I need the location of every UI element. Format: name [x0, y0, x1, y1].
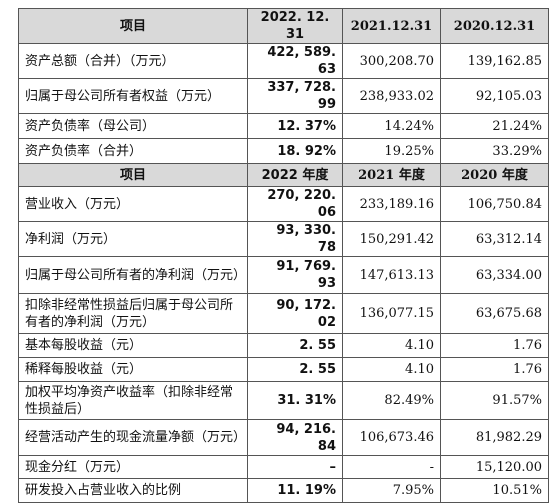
data-row: 基本每股收益（元） 2. 55 4.10 1.76 [18, 333, 549, 358]
data-row: 加权平均净资产收益率（扣除非经常性损益后） 31. 31% 82.49% 91.57% [18, 381, 549, 420]
row-label: 归属于母公司所有者的净利润（万元） [18, 256, 248, 294]
header-row: 项目 2022 年度 2021 年度 2020 年度 [18, 163, 549, 187]
cell-value: 21.24% [440, 113, 549, 139]
cell-value: 150,291.42 [342, 221, 441, 257]
data-row: 经营活动产生的现金流量净额（万元） 94, 216. 84 106,673.46 81… [18, 419, 549, 456]
column-header: 2021.12.31 [342, 8, 441, 44]
cell-value: 11. 19% [247, 478, 343, 503]
cell-value: 15,120.00 [440, 455, 549, 479]
cell-value: 422, 589. 63 [247, 43, 343, 79]
cell-value: 92,105.03 [440, 78, 549, 114]
cell-value: 4.10 [342, 357, 441, 382]
cell-value: 33.29% [440, 138, 549, 164]
cell-value: 2. 55 [247, 357, 343, 382]
row-label: 扣除非经常性损益后归属于母公司所有者的净利润（万元） [18, 293, 248, 334]
data-row: 归属于母公司所有者的净利润（万元） 91, 769. 93 147,613.13 63… [18, 256, 549, 294]
row-label: 归属于母公司所有者权益（万元） [18, 78, 248, 114]
data-row: 净利润（万元） 93, 330. 78 150,291.42 63,312.14 [18, 221, 549, 257]
data-row: 资产负债率（合并） 18. 92% 19.25% 33.29% [18, 138, 549, 164]
row-label: 净利润（万元） [18, 221, 248, 257]
cell-value: 337, 728. 99 [247, 78, 343, 114]
cell-value: 12. 37% [247, 113, 343, 139]
cell-value: 63,312.14 [440, 221, 549, 257]
cell-value: – [247, 455, 343, 479]
column-header: 2022. 12. 31 [247, 8, 343, 44]
column-header: 2022 年度 [247, 163, 343, 187]
data-row: 资产负债率（母公司） 12. 37% 14.24% 21.24% [18, 113, 549, 139]
cell-value: 82.49% [342, 381, 441, 420]
cell-value: 91, 769. 93 [247, 256, 343, 294]
financial-table: 项目 2022. 12. 31 2021.12.31 2020.12.31 资产总额（合… [18, 8, 549, 503]
row-label: 资产负债率（母公司） [18, 113, 248, 139]
row-label: 资产负债率（合并） [18, 138, 248, 164]
cell-value: 81,982.29 [440, 419, 549, 456]
cell-value: 19.25% [342, 138, 441, 164]
cell-value: 238,933.02 [342, 78, 441, 114]
cell-value: 90, 172. 02 [247, 293, 343, 334]
cell-value: 147,613.13 [342, 256, 441, 294]
header-row: 项目 2022. 12. 31 2021.12.31 2020.12.31 [18, 8, 549, 44]
cell-value: 10.51% [440, 478, 549, 503]
row-label: 基本每股收益（元） [18, 333, 248, 358]
cell-value: 31. 31% [247, 381, 343, 420]
cell-value: 233,189.16 [342, 186, 441, 222]
row-label: 现金分红（万元） [18, 455, 248, 479]
cell-value: 18. 92% [247, 138, 343, 164]
row-label: 研发投入占营业收入的比例 [18, 478, 248, 503]
cell-value: 63,675.68 [440, 293, 549, 334]
data-row: 归属于母公司所有者权益（万元） 337, 728. 99 238,933.02 92,… [18, 78, 549, 114]
row-label: 加权平均净资产收益率（扣除非经常性损益后） [18, 381, 248, 420]
data-row: 资产总额（合并）（万元） 422, 589. 63 300,208.70 139,16… [18, 43, 549, 79]
row-label: 稀释每股收益（元） [18, 357, 248, 382]
cell-value: - [342, 455, 441, 479]
cell-value: 93, 330. 78 [247, 221, 343, 257]
column-header: 2020.12.31 [440, 8, 549, 44]
cell-value: 2. 55 [247, 333, 343, 358]
column-header: 2020 年度 [440, 163, 549, 187]
data-row: 现金分红（万元） – -15,120.00 [18, 455, 549, 479]
cell-value: 4.10 [342, 333, 441, 358]
row-label: 营业收入（万元） [18, 186, 248, 222]
data-row: 扣除非经常性损益后归属于母公司所有者的净利润（万元） 90, 172. 02 136… [18, 293, 549, 334]
cell-value: 63,334.00 [440, 256, 549, 294]
cell-value: 91.57% [440, 381, 549, 420]
cell-value: 300,208.70 [342, 43, 441, 79]
cell-value: 136,077.15 [342, 293, 441, 334]
data-row: 研发投入占营业收入的比例 11. 19% 7.95% 10.51% [18, 478, 549, 503]
cell-value: 7.95% [342, 478, 441, 503]
cell-value: 139,162.85 [440, 43, 549, 79]
data-row: 营业收入（万元） 270, 220. 06 233,189.16 106,750.84 [18, 186, 549, 222]
row-label: 经营活动产生的现金流量净额（万元） [18, 419, 248, 456]
cell-value: 270, 220. 06 [247, 186, 343, 222]
table-container: 项目 2022. 12. 31 2021.12.31 2020.12.31 资产总额（合… [18, 8, 549, 503]
column-header: 项目 [18, 8, 248, 44]
cell-value: 106,750.84 [440, 186, 549, 222]
cell-value: 1.76 [440, 333, 549, 358]
column-header: 2021 年度 [342, 163, 441, 187]
cell-value: 14.24% [342, 113, 441, 139]
data-row: 稀释每股收益（元） 2. 55 4.10 1.76 [18, 357, 549, 382]
row-label: 资产总额（合并）（万元） [18, 43, 248, 79]
cell-value: 106,673.46 [342, 419, 441, 456]
cell-value: 94, 216. 84 [247, 419, 343, 456]
column-header: 项目 [18, 163, 248, 187]
cell-value: 1.76 [440, 357, 549, 382]
